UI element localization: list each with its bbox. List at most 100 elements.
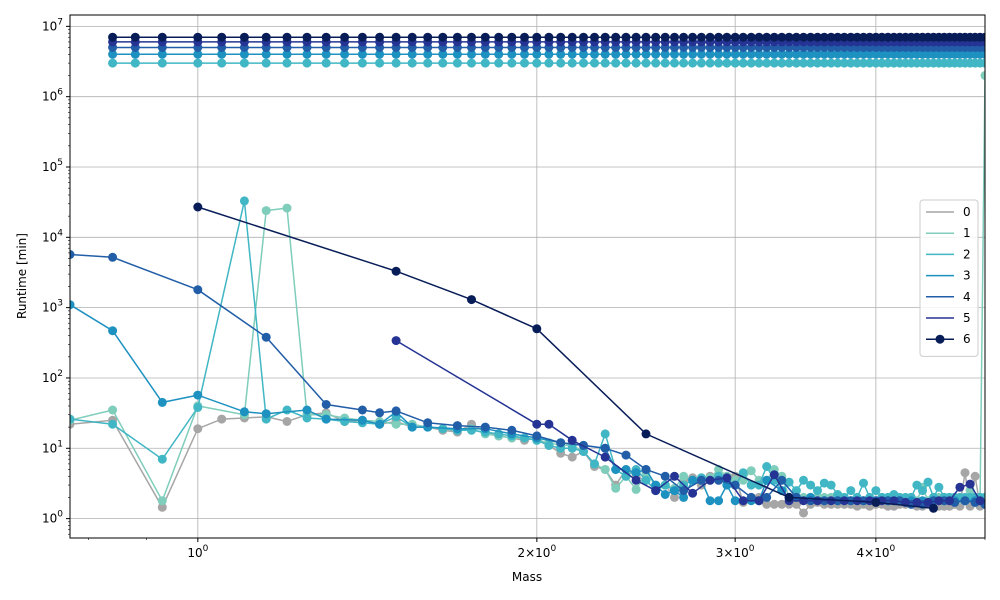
- series-point: [730, 58, 740, 68]
- series-point: [302, 58, 312, 68]
- series-point: [590, 49, 599, 59]
- series-point: [357, 405, 367, 415]
- series-point: [826, 49, 836, 59]
- series-point: [859, 49, 868, 59]
- series-point: [130, 32, 140, 42]
- series-point: [688, 475, 698, 485]
- series-point: [865, 32, 875, 42]
- series-point: [423, 418, 433, 428]
- legend-entry-0: 0: [926, 205, 971, 219]
- series-point: [679, 471, 689, 481]
- series-point: [193, 424, 203, 434]
- series-point: [556, 49, 566, 59]
- series-point: [621, 450, 631, 460]
- series-point: [660, 32, 670, 42]
- series-point: [108, 58, 118, 68]
- series-point: [833, 58, 843, 68]
- series-point: [714, 475, 724, 485]
- series-point: [480, 32, 490, 42]
- series-point: [282, 417, 292, 426]
- series-point: [261, 332, 271, 342]
- series-point: [532, 58, 542, 68]
- x-axis-label: Mass: [512, 570, 542, 584]
- series-point: [621, 58, 631, 68]
- y-tick-label: 104: [42, 228, 63, 244]
- series-point: [302, 49, 312, 59]
- series-point: [157, 502, 167, 512]
- series-point: [357, 32, 367, 42]
- series-point: [641, 475, 651, 485]
- series-point: [600, 58, 610, 68]
- series-point: [722, 58, 732, 68]
- series-point: [826, 480, 836, 490]
- series-point: [852, 49, 862, 59]
- series-point: [714, 496, 724, 506]
- series-point: [705, 496, 715, 506]
- series-point: [467, 58, 476, 68]
- series-point: [579, 32, 588, 42]
- series-point: [130, 58, 140, 68]
- series-point: [407, 422, 417, 432]
- series-point: [70, 250, 75, 259]
- series-point: [791, 32, 801, 42]
- series-point: [108, 326, 118, 336]
- series-point: [670, 486, 679, 496]
- series-point: [980, 71, 985, 80]
- series-point: [567, 452, 577, 462]
- series-point: [108, 49, 118, 59]
- series-point: [819, 49, 829, 59]
- series-point: [714, 58, 724, 68]
- series-point: [738, 58, 748, 68]
- series-point: [375, 32, 385, 42]
- series-point: [777, 499, 787, 509]
- series-point: [660, 471, 670, 481]
- series-point: [945, 496, 954, 506]
- series-point: [799, 49, 808, 59]
- series-point: [375, 58, 385, 68]
- legend-label: 3: [963, 269, 971, 283]
- series-top-band-0: [108, 58, 985, 68]
- series-point: [980, 58, 985, 68]
- series-point: [819, 478, 829, 488]
- series-point: [688, 49, 698, 59]
- series-point: [130, 49, 140, 59]
- series-point: [730, 49, 740, 59]
- series-point: [157, 58, 167, 68]
- series-point: [438, 58, 448, 68]
- legend-label: 1: [963, 226, 971, 240]
- series-point: [480, 58, 490, 68]
- series-point: [520, 32, 529, 42]
- series-point: [670, 32, 679, 42]
- series-point: [660, 58, 670, 68]
- series-point: [544, 32, 554, 42]
- series-point: [791, 49, 801, 59]
- series-point: [651, 486, 661, 496]
- series-point: [357, 49, 367, 59]
- series-point: [641, 32, 651, 42]
- series-point: [934, 482, 944, 492]
- series-point: [157, 32, 167, 42]
- series-point: [193, 285, 203, 295]
- series-point: [357, 415, 367, 425]
- series-point: [846, 486, 856, 496]
- series-point: [193, 403, 203, 412]
- series-point: [784, 58, 794, 68]
- series-point: [391, 32, 401, 42]
- series-point: [746, 32, 756, 42]
- series-point: [282, 405, 292, 415]
- y-axis-label: Runtime [min]: [15, 233, 29, 319]
- series-point: [239, 58, 249, 68]
- series-point: [826, 496, 836, 506]
- series-point: [754, 49, 764, 59]
- series-point: [746, 492, 756, 502]
- series-point: [754, 32, 764, 42]
- series-point: [777, 58, 787, 68]
- series-point: [923, 477, 933, 487]
- series-point: [799, 475, 808, 485]
- series-6: [193, 202, 938, 513]
- series-point: [631, 32, 641, 42]
- series-point: [108, 405, 118, 415]
- series-point: [217, 414, 227, 424]
- series-point: [567, 49, 577, 59]
